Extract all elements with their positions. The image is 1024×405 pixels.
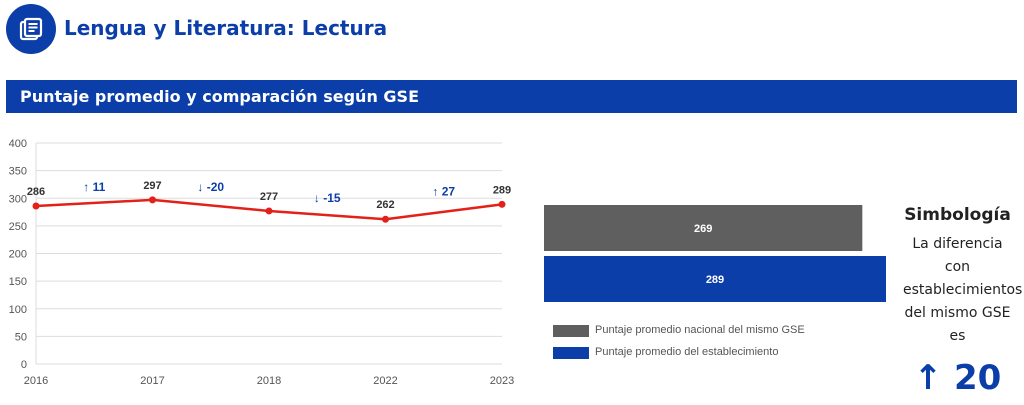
header: Lengua y Literatura: Lectura xyxy=(0,0,1024,60)
section-banner: Puntaje promedio y comparación según GSE xyxy=(6,80,1017,113)
bar xyxy=(544,205,863,251)
change-label: ↑ 27 xyxy=(432,184,455,198)
data-point xyxy=(32,202,40,210)
data-label: 262 xyxy=(376,199,394,211)
data-label: 286 xyxy=(27,186,45,198)
simbologia-arrow: ↑ xyxy=(913,358,943,398)
page-title: Lengua y Literatura: Lectura xyxy=(64,16,388,40)
y-tick-label: 200 xyxy=(9,249,27,261)
legend-swatch-school xyxy=(553,347,589,359)
y-tick-label: 100 xyxy=(9,304,27,316)
y-tick-label: 300 xyxy=(9,193,27,205)
newspaper-icon xyxy=(19,17,43,41)
change-label: ↓ -20 xyxy=(197,180,224,194)
data-point xyxy=(498,200,506,208)
change-label: ↓ -15 xyxy=(314,191,341,205)
legend-label-national: Puntaje promedio nacional del mismo GSE xyxy=(595,324,805,336)
data-point xyxy=(265,207,273,215)
x-tick-label: 2017 xyxy=(140,375,164,387)
y-tick-label: 350 xyxy=(9,166,27,178)
legend-swatch-national xyxy=(553,325,589,337)
bar-chart: 269 289 xyxy=(544,205,886,302)
x-tick-label: 2022 xyxy=(373,375,397,387)
y-tick-label: 400 xyxy=(9,138,27,150)
simbologia-value: ↑ 20 xyxy=(895,358,1020,398)
data-label: 289 xyxy=(493,184,511,196)
data-point xyxy=(149,196,156,204)
bar xyxy=(544,256,886,302)
x-tick-label: 2023 xyxy=(490,375,514,387)
line-chart: 0 50 100 150 200 250 300 350 400 2016 2017 2018 2022… xyxy=(9,138,515,387)
simbologia-text: La diferencia con establecimientos del m… xyxy=(903,236,1023,344)
simbologia-title: Simbología xyxy=(904,205,1011,225)
y-tick-label: 150 xyxy=(9,276,27,288)
data-label: 277 xyxy=(260,191,278,203)
x-tick-label: 2018 xyxy=(257,375,281,387)
x-tick-label: 2016 xyxy=(24,375,48,387)
simbologia-number: 20 xyxy=(954,358,1002,398)
y-tick-label: 250 xyxy=(9,221,27,233)
change-label: ↑ 11 xyxy=(83,180,105,194)
legend-label-school: Puntaje promedio del establecimiento xyxy=(595,346,779,358)
simbologia-panel: Simbología La diferencia con establecimi… xyxy=(895,205,1023,348)
header-badge xyxy=(6,4,56,54)
data-label: 297 xyxy=(143,180,161,192)
bar-value-label: 269 xyxy=(694,223,712,235)
section-title: Puntaje promedio y comparación según GSE xyxy=(20,87,419,106)
y-tick-label: 0 xyxy=(21,359,27,371)
y-tick-label: 50 xyxy=(15,331,27,343)
bar-value-label: 289 xyxy=(706,274,724,286)
data-point xyxy=(382,215,389,223)
